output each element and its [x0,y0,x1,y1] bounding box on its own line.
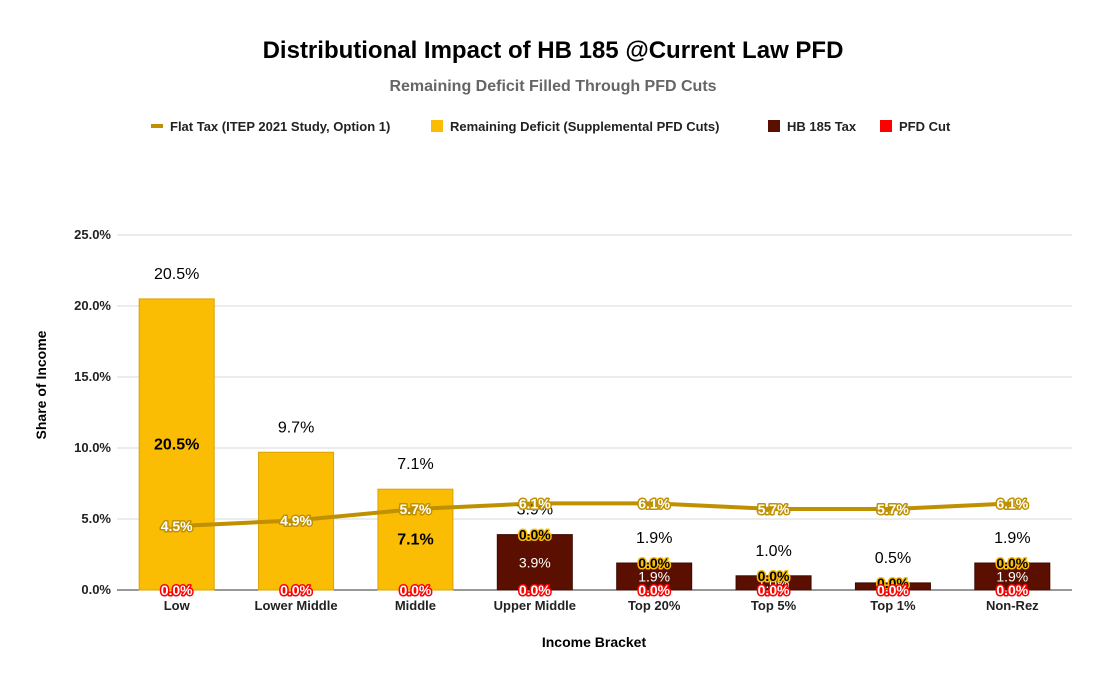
bar-hb-185-tax [735,575,812,591]
legend-line-swatch [151,124,163,128]
flat-tax-label: 4.9% [280,512,312,528]
legend-swatch [431,120,443,132]
flat-tax-label: 5.7% [399,501,431,517]
legend-swatch [880,120,892,132]
pfd-cut-label: 0.0% [399,582,431,598]
y-axis-title: Share of Income [33,330,49,439]
hb185-label: 1.9% [996,569,1028,585]
y-tick-label: 20.0% [74,298,111,313]
total-label: 20.5% [154,266,199,283]
pfd-cut-label: 0.0% [638,582,670,598]
legend-label-2: HB 185 Tax [787,119,857,134]
flat-tax-label: 5.7% [758,501,790,517]
pfd-cut-label: 0.0% [280,582,312,598]
flat-tax-label: 6.1% [638,495,670,511]
x-tick-label: Low [164,598,191,613]
bar-hb-185-tax [616,562,693,591]
pfd-cut-label: 0.0% [758,582,790,598]
pfd-cut-label: 0.0% [996,582,1028,598]
chart-title: Distributional Impact of HB 185 @Current… [263,37,844,64]
x-tick-label: Top 20% [628,598,681,613]
remaining-deficit-label: 20.5% [154,436,199,453]
remaining-deficit-label: 0.0% [638,555,670,571]
flat-tax-label: 6.1% [519,495,551,511]
legend-swatch [768,120,780,132]
x-tick-label: Lower Middle [255,598,338,613]
legend-label-3: PFD Cut [899,119,951,134]
hb185-label: 3.9% [519,554,551,570]
total-label: 9.7% [278,419,314,436]
y-tick-label: 0.0% [81,582,111,597]
total-label: 1.9% [636,530,672,547]
legend: Flat Tax (ITEP 2021 Study, Option 1) Rema… [151,119,951,134]
y-tick-label: 5.0% [81,511,111,526]
flat-tax-label: 5.7% [877,501,909,517]
total-label: 1.0% [755,543,791,560]
legend-label-0: Flat Tax (ITEP 2021 Study, Option 1) [170,119,390,134]
hb185-label: 0.5% [877,578,909,594]
y-tick-label: 10.0% [74,440,111,455]
bar-hb-185-tax [974,562,1051,591]
remaining-deficit-label: 0.0% [877,575,909,591]
y-axis-ticks: 0.0% 5.0% 10.0% 15.0% 20.0% 25.0% [74,227,111,597]
x-tick-label: Top 5% [751,598,797,613]
flat-tax-line-path [176,501,1013,529]
x-axis-title: Income Bracket [542,634,647,650]
bars [138,298,1051,591]
pfd-cut-label: 0.0% [519,582,551,598]
remaining-deficit-label: 0.0% [758,568,790,584]
y-tick-label: 25.0% [74,227,111,242]
data-labels: 20.5% 20.5% 4.5% 0.0% 9.7% 4.9% 0.0% 7.1% 7.1% 5.… [154,266,1031,600]
hb185-label: 1.9% [638,569,670,585]
x-axis-ticks: Low Lower Middle Middle Upper Middle Top 20%… [164,598,1039,613]
total-label: 0.5% [875,550,911,567]
pfd-cut-label: 0.0% [161,582,193,598]
bar-hb-185-tax [496,534,573,591]
total-label: 7.1% [397,456,433,473]
bar-remaining-deficit-supplemental-pfd-cuts- [138,298,215,591]
flat-tax-line [176,501,1013,529]
pfd-cut-label: 0.0% [877,582,909,598]
x-tick-label: Middle [395,598,436,613]
y-tick-label: 15.0% [74,369,111,384]
remaining-deficit-label: 0.0% [996,555,1028,571]
x-tick-label: Non-Rez [986,598,1039,613]
total-label: 1.9% [994,530,1030,547]
x-tick-label: Top 1% [870,598,916,613]
total-label: 3.9% [517,502,553,519]
remaining-deficit-label: 0.0% [519,527,551,543]
flat-tax-label: 6.1% [996,495,1028,511]
chart-subtitle: Remaining Deficit Filled Through PFD Cut… [389,78,716,95]
remaining-deficit-label: 7.1% [397,532,433,549]
flat-tax-label: 4.5% [161,518,193,534]
bar-hb-185-tax [854,582,931,591]
x-tick-label: Upper Middle [494,598,576,613]
hb185-label: 1.0% [758,575,790,591]
legend-label-1: Remaining Deficit (Supplemental PFD Cuts… [450,119,719,134]
